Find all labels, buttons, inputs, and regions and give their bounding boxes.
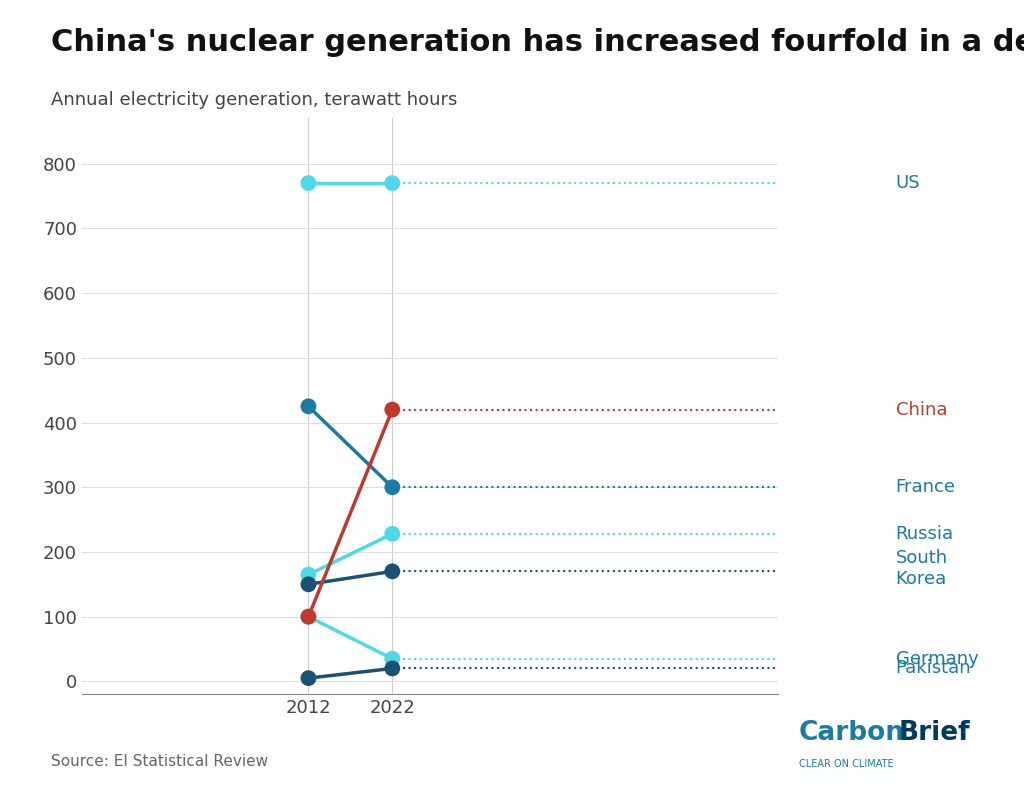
Point [384, 177, 400, 189]
Text: South
Korea: South Korea [896, 549, 948, 588]
Point [300, 177, 316, 189]
Point [384, 662, 400, 675]
Point [300, 671, 316, 684]
Text: Russia: Russia [896, 525, 953, 543]
Point [384, 481, 400, 494]
Point [300, 611, 316, 623]
Point [300, 578, 316, 591]
Point [384, 565, 400, 578]
Text: Annual electricity generation, terawatt hours: Annual electricity generation, terawatt … [51, 91, 458, 109]
Point [300, 568, 316, 581]
Text: China's nuclear generation has increased fourfold in a decade: China's nuclear generation has increased… [51, 28, 1024, 57]
Text: US: US [896, 174, 921, 192]
Text: Germany: Germany [896, 649, 979, 667]
Text: CLEAR ON CLIMATE: CLEAR ON CLIMATE [799, 759, 893, 769]
Text: France: France [896, 478, 955, 496]
Point [300, 400, 316, 413]
Point [384, 403, 400, 416]
Text: China: China [896, 401, 947, 419]
Text: Source: EI Statistical Review: Source: EI Statistical Review [51, 754, 268, 769]
Text: Pakistan: Pakistan [896, 660, 972, 678]
Point [384, 528, 400, 540]
Text: Carbon: Carbon [799, 720, 905, 746]
Text: Brief: Brief [899, 720, 971, 746]
Point [384, 653, 400, 665]
Point [300, 611, 316, 623]
